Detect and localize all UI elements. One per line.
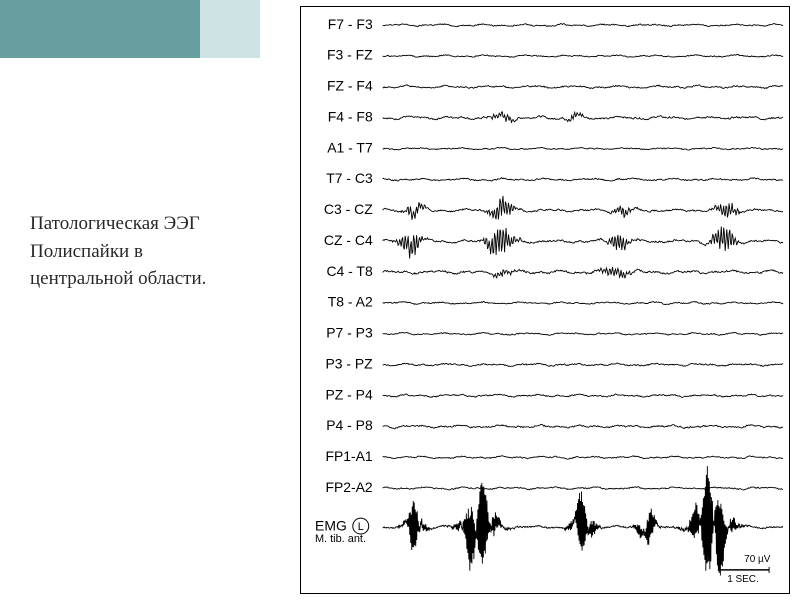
eeg-trace [383, 267, 783, 278]
eeg-trace [383, 332, 783, 335]
eeg-trace [383, 178, 783, 181]
caption-line-3: центральной области. [30, 268, 206, 289]
channel-label: F4 - F8 [328, 108, 373, 124]
emg-muscle-label: M. tib. ant. [315, 533, 366, 545]
channel-label: FZ - F4 [327, 78, 373, 94]
channel-label: CZ - C4 [324, 232, 373, 248]
eeg-trace [383, 85, 783, 89]
emg-trace [383, 466, 783, 575]
eeg-trace [383, 227, 783, 259]
channel-label: P7 - P3 [326, 325, 373, 341]
eeg-trace [383, 301, 783, 304]
channel-label: FP1-A1 [325, 448, 372, 464]
eeg-trace [383, 394, 783, 397]
channel-label: F7 - F3 [328, 16, 373, 32]
eeg-trace [383, 424, 783, 428]
channel-label: PZ - P4 [325, 386, 372, 402]
emg-side-letter: L [358, 521, 364, 533]
scale-time-label: 1 SEC. [727, 574, 758, 585]
eeg-trace [383, 112, 783, 123]
eeg-trace [383, 456, 783, 459]
channel-label: FP2-A2 [325, 479, 372, 495]
eeg-trace [383, 487, 783, 490]
header-dark-segment [0, 0, 200, 58]
eeg-svg: F7 - F3 F3 - FZ FZ - F4 F4 - F8 A1 - T7 T7 - … [301, 7, 789, 593]
header-bar [0, 0, 260, 58]
eeg-trace [383, 147, 783, 150]
caption-line-2: Полиспайки в [30, 241, 143, 262]
caption-line-1: Патологическая ЭЭГ [30, 213, 200, 234]
eeg-trace [383, 55, 783, 58]
emg-label: EMG [315, 518, 347, 534]
eeg-trace [383, 24, 783, 27]
channel-label: F3 - FZ [327, 47, 373, 63]
channel-label: C3 - CZ [324, 201, 373, 217]
slide-caption: Патологическая ЭЭГ Полиспайки в централь… [30, 210, 270, 293]
channel-label: C4 - T8 [326, 263, 372, 279]
eeg-panel: F7 - F3 F3 - FZ FZ - F4 F4 - F8 A1 - T7 T7 - … [300, 6, 790, 594]
eeg-trace [383, 363, 783, 366]
channel-label: T8 - A2 [328, 294, 373, 310]
header-light-segment [200, 0, 260, 58]
channel-label: A1 - T7 [327, 139, 373, 155]
eeg-trace [383, 196, 783, 220]
channel-label: P4 - P8 [326, 417, 373, 433]
channel-label: T7 - C3 [326, 170, 373, 186]
scale-amp-label: 70 µV [744, 554, 771, 565]
channel-label: P3 - PZ [325, 355, 373, 371]
